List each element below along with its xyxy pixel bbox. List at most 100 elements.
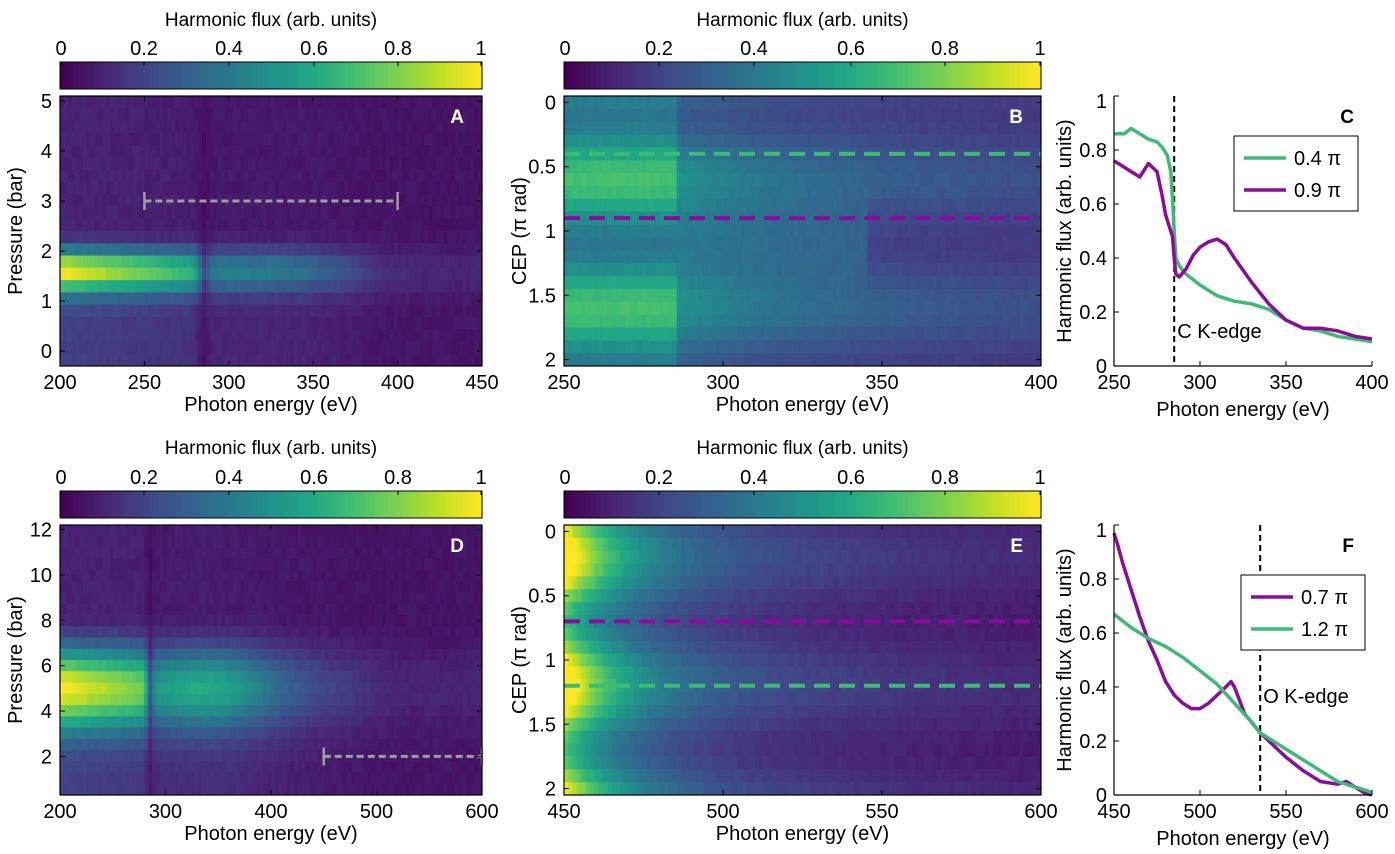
heatmap-cell (267, 353, 272, 367)
heatmap-cell (975, 276, 981, 290)
heatmap-cell (148, 243, 153, 257)
heatmap-cell (201, 206, 207, 220)
heatmap-cell (759, 134, 764, 148)
heatmap-cell (205, 341, 211, 355)
heatmap-cell (1001, 263, 1007, 277)
heatmap-cell (113, 218, 119, 232)
heatmap-cell (629, 250, 634, 264)
heatmap-cell (1023, 263, 1029, 277)
heatmap-cell (949, 314, 955, 328)
heatmap-cell (945, 160, 951, 174)
heatmap-cell (906, 160, 912, 174)
heatmap-cell (305, 108, 310, 122)
heatmap-cell (988, 186, 994, 200)
heatmap-cell (255, 169, 260, 183)
heatmap-cell (759, 96, 764, 110)
heatmap-cell (332, 329, 337, 342)
heatmap-cell (228, 181, 234, 195)
heatmap-cell (247, 353, 253, 367)
heatmap-cell (1001, 134, 1007, 148)
heatmap-cell (759, 160, 764, 174)
heatmap-cell (659, 301, 665, 316)
heatmap-cell (971, 224, 977, 238)
heatmap-cell (711, 160, 717, 174)
heatmap-cell (763, 263, 769, 277)
heatmap-cell (428, 218, 433, 232)
heatmap-cell (863, 108, 869, 123)
heatmap-cell (201, 353, 207, 367)
heatmap-cell (416, 267, 422, 281)
heatmap-cell (412, 218, 418, 232)
heatmap-cell (86, 292, 92, 306)
heatmap-cell (1027, 96, 1033, 110)
heatmap-cell (594, 160, 600, 174)
heatmap-cell (447, 96, 452, 109)
heatmap-cell (336, 206, 341, 220)
heatmap-cell (171, 243, 176, 257)
colorbar-segment (397, 62, 403, 89)
heatmap-cell (305, 316, 310, 330)
heatmap-cell (470, 157, 475, 171)
heatmap-cell (155, 341, 161, 355)
heatmap-cell (198, 96, 203, 109)
heatmap-cell (772, 301, 777, 316)
heatmap-cell (320, 181, 326, 195)
heatmap-cell (462, 96, 468, 109)
heatmap-cell (271, 108, 276, 122)
heatmap-cell (858, 288, 864, 303)
heatmap-cell (290, 145, 295, 158)
heatmap-cell (841, 340, 847, 354)
heatmap-cell (776, 108, 782, 123)
heatmap-cell (858, 237, 864, 251)
heatmap-cell (759, 173, 764, 187)
heatmap-cell (324, 218, 330, 232)
heatmap-cell (728, 301, 734, 316)
panel-letter: A (450, 107, 464, 128)
heatmap-cell (363, 169, 368, 183)
heatmap-cell (598, 173, 604, 187)
heatmap-cell (290, 169, 295, 183)
heatmap-cell (129, 96, 134, 109)
heatmap-cell (320, 353, 326, 367)
heatmap-cell (106, 145, 111, 158)
heatmap-cell (86, 194, 92, 207)
heatmap-cell (837, 134, 843, 148)
heatmap-cell (728, 121, 734, 136)
heatmap-cell (598, 96, 604, 110)
heatmap-cell (724, 327, 730, 341)
heatmap-cell (79, 341, 84, 355)
heatmap-cell (1027, 237, 1033, 251)
heatmap-cell (1006, 263, 1012, 277)
heatmap-cell (317, 218, 322, 232)
heatmap-cell (194, 316, 199, 330)
heatmap-cell (780, 108, 786, 123)
heatmap-cell (871, 173, 877, 187)
heatmap-cell (343, 169, 349, 183)
heatmap-cell (616, 186, 621, 200)
heatmap-cell (607, 108, 613, 123)
heatmap-cell (336, 108, 341, 122)
heatmap-cell (767, 353, 773, 367)
heatmap-cell (286, 169, 291, 183)
heatmap-cell (958, 173, 964, 187)
heatmap-cell (132, 132, 138, 146)
heatmap-cell (715, 353, 721, 367)
heatmap-cell (132, 267, 138, 281)
heatmap-cell (474, 353, 479, 367)
heatmap-cell (313, 292, 318, 306)
heatmap-cell (711, 237, 717, 251)
heatmap-cell (213, 120, 218, 134)
heatmap-cell (263, 120, 268, 134)
heatmap-cell (590, 224, 595, 238)
heatmap-cell (370, 157, 376, 171)
heatmap-cell (854, 198, 860, 213)
heatmap-cell (428, 231, 433, 244)
heatmap-cell (209, 280, 214, 293)
heatmap-cell (915, 198, 921, 213)
heatmap-cell (393, 218, 399, 232)
heatmap-cell (152, 243, 157, 257)
colorbar-segment (139, 62, 145, 89)
heatmap-cell (386, 231, 391, 244)
heatmap-cell (954, 108, 960, 123)
heatmap-cell (470, 255, 475, 269)
